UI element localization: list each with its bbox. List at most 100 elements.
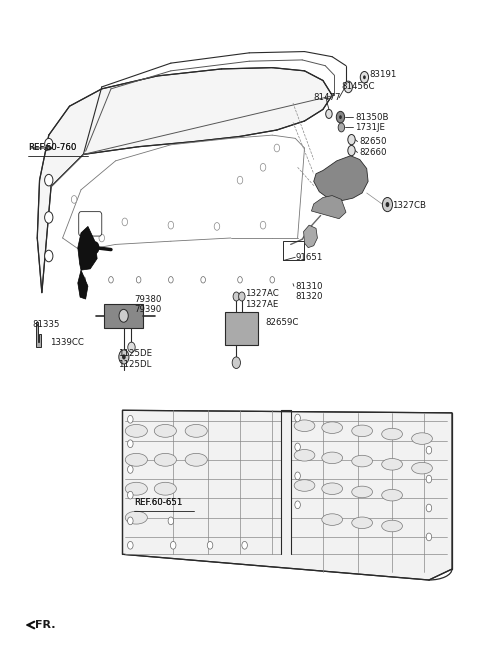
Ellipse shape [125, 482, 147, 495]
Circle shape [108, 277, 113, 283]
Circle shape [170, 541, 176, 549]
Circle shape [214, 222, 220, 230]
Circle shape [72, 195, 77, 203]
Circle shape [45, 250, 53, 262]
Polygon shape [78, 226, 97, 270]
Ellipse shape [185, 424, 207, 438]
Polygon shape [122, 410, 452, 580]
Text: REF.60-651: REF.60-651 [134, 499, 182, 507]
Text: 1327CB: 1327CB [392, 201, 426, 211]
Text: 82650: 82650 [360, 137, 387, 146]
Circle shape [233, 292, 240, 301]
Ellipse shape [322, 452, 343, 464]
Circle shape [348, 146, 355, 155]
Circle shape [360, 72, 369, 83]
Ellipse shape [154, 453, 177, 466]
Circle shape [338, 123, 345, 132]
Ellipse shape [382, 459, 402, 470]
Circle shape [295, 472, 300, 480]
Circle shape [122, 218, 128, 226]
Ellipse shape [185, 453, 207, 466]
Ellipse shape [294, 449, 315, 461]
Circle shape [45, 138, 53, 150]
Circle shape [239, 292, 245, 301]
Bar [104, 304, 143, 328]
Circle shape [295, 414, 300, 422]
Circle shape [99, 234, 105, 242]
Ellipse shape [352, 455, 372, 467]
FancyBboxPatch shape [79, 212, 102, 236]
Circle shape [119, 310, 128, 322]
Circle shape [295, 501, 300, 508]
Circle shape [336, 112, 345, 123]
Circle shape [128, 415, 133, 423]
Circle shape [426, 446, 432, 454]
Ellipse shape [294, 480, 315, 491]
Circle shape [128, 440, 133, 447]
Ellipse shape [125, 453, 147, 466]
Text: 81456C: 81456C [341, 83, 375, 91]
Text: 83191: 83191 [369, 70, 396, 79]
Bar [283, 241, 304, 260]
Circle shape [232, 357, 240, 369]
Circle shape [260, 163, 266, 171]
Circle shape [90, 241, 99, 254]
Ellipse shape [382, 520, 402, 532]
Circle shape [344, 81, 352, 92]
Circle shape [128, 541, 133, 549]
Circle shape [136, 277, 141, 283]
Bar [225, 312, 258, 345]
Circle shape [426, 504, 432, 512]
Circle shape [326, 110, 332, 119]
Text: 1125DE: 1125DE [118, 349, 152, 358]
Text: 79390: 79390 [134, 305, 161, 314]
Circle shape [119, 350, 129, 364]
Text: 81477: 81477 [314, 93, 341, 102]
Circle shape [45, 212, 53, 223]
Ellipse shape [322, 483, 343, 495]
Polygon shape [78, 270, 88, 299]
Ellipse shape [382, 428, 402, 440]
Circle shape [45, 174, 53, 186]
Circle shape [260, 221, 266, 229]
Circle shape [363, 75, 366, 79]
Text: 81320: 81320 [295, 292, 323, 301]
Circle shape [128, 342, 135, 352]
Ellipse shape [352, 517, 372, 529]
Circle shape [122, 354, 126, 359]
Circle shape [385, 202, 389, 207]
Circle shape [270, 277, 275, 283]
Circle shape [128, 491, 133, 499]
Text: 82659C: 82659C [265, 318, 299, 327]
Circle shape [168, 277, 173, 283]
Circle shape [168, 221, 174, 229]
Ellipse shape [125, 424, 147, 438]
Polygon shape [314, 155, 368, 201]
Text: 82660: 82660 [360, 148, 387, 157]
Ellipse shape [382, 489, 402, 501]
Text: REF.60-760: REF.60-760 [28, 144, 76, 152]
Ellipse shape [322, 514, 343, 525]
Polygon shape [312, 195, 346, 218]
Ellipse shape [322, 422, 343, 434]
Ellipse shape [154, 482, 177, 495]
Ellipse shape [352, 425, 372, 437]
Circle shape [242, 541, 247, 549]
Polygon shape [37, 68, 332, 293]
Text: REF.60-760: REF.60-760 [28, 144, 76, 152]
Circle shape [128, 517, 133, 525]
Circle shape [348, 134, 355, 145]
Text: 81350B: 81350B [355, 113, 389, 121]
Text: REF.60-651: REF.60-651 [134, 499, 182, 507]
Circle shape [201, 277, 205, 283]
Circle shape [426, 533, 432, 541]
Circle shape [426, 475, 432, 483]
Text: 1339CC: 1339CC [50, 338, 84, 346]
Circle shape [207, 541, 213, 549]
Text: 91651: 91651 [295, 253, 323, 262]
Text: FR.: FR. [35, 620, 56, 630]
Circle shape [274, 144, 280, 152]
Polygon shape [36, 321, 41, 347]
Text: 1731JE: 1731JE [355, 123, 385, 132]
Ellipse shape [154, 424, 177, 438]
